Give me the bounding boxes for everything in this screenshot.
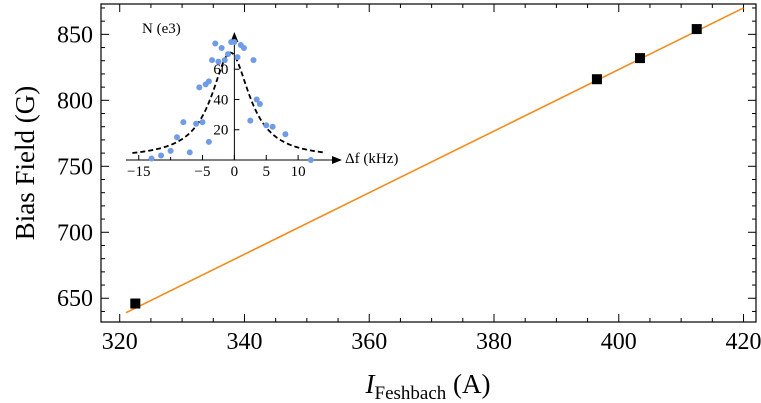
inset-data-point: [180, 119, 187, 126]
inset-y-tick-label: 40: [213, 92, 228, 108]
x-tick-label: 400: [601, 329, 637, 355]
x-tick-label: 360: [351, 329, 387, 355]
inset-data-point: [250, 57, 257, 64]
x-axis-label: IFeshbach (A): [365, 369, 491, 403]
y-axis-label: Bias Field (G): [10, 86, 40, 241]
x-axis-label-unit: (A): [446, 369, 490, 399]
inset-data-point: [225, 51, 231, 58]
y-tick-label: 700: [57, 220, 93, 246]
inset-y-axis-label: N (e3): [142, 21, 181, 37]
inset-axis-ticks: [138, 68, 299, 160]
inset-data-point: [199, 119, 206, 126]
inset-x-tick-label: 5: [263, 164, 271, 180]
inset-data-point: [269, 123, 276, 130]
inset-data-point: [218, 45, 225, 52]
inset-data-point: [205, 78, 212, 85]
inset-lorentzian-fit-curve: [132, 51, 324, 154]
y-tick-label: 750: [57, 154, 93, 180]
inset-data-point: [263, 122, 270, 129]
inset-data-point: [193, 120, 200, 127]
inset-x-tick-label: −15: [127, 164, 150, 180]
data-point-square: [691, 24, 702, 35]
inset-data-point: [212, 40, 219, 47]
data-point-square: [591, 74, 602, 85]
inset-data-point: [158, 152, 165, 159]
inset-data-point: [282, 131, 289, 138]
inset-data-point: [215, 58, 222, 65]
inset-data-point: [174, 134, 180, 141]
y-tick-label: 800: [57, 88, 93, 114]
main-plot-series: [125, 7, 744, 314]
inset-x-axis-label: Δf (kHz): [345, 151, 398, 167]
x-tick-label: 320: [102, 329, 138, 355]
inset-x-tick-label: −5: [195, 164, 211, 180]
x-axis-label-symbol: I: [365, 369, 377, 399]
x-tick-label: 380: [476, 329, 512, 355]
inset-y-tick-label: 20: [213, 123, 228, 139]
main-plot-frame: [100, 3, 757, 323]
inset-plot-series: [132, 39, 324, 163]
inset-data-point: [247, 117, 254, 124]
data-point-square: [634, 53, 645, 64]
inset-data-point: [186, 149, 193, 156]
inset-data-point: [240, 45, 247, 52]
inset-data-point: [221, 57, 228, 64]
inset-x-tick-label: 10: [291, 164, 306, 180]
inset-data-point: [167, 147, 174, 154]
y-tick-label: 650: [57, 286, 93, 312]
main-axis-ticks: [101, 4, 756, 322]
inset-data-point: [196, 84, 203, 91]
x-tick-label: 340: [226, 329, 262, 355]
inset-axes: [126, 32, 342, 164]
inset-data-point: [231, 39, 238, 45]
inset-data-point: [253, 96, 260, 103]
inset-x-axis-arrow: [332, 156, 342, 164]
x-tick-label: 420: [726, 329, 761, 355]
inset-data-point: [205, 138, 212, 145]
inset-data-point: [234, 54, 241, 61]
inset-data-point: [256, 101, 263, 108]
inset-data-point: [209, 57, 216, 64]
x-axis-label-subscript: Feshbach: [375, 383, 447, 403]
y-tick-label: 850: [57, 22, 93, 48]
inset-data-point: [148, 155, 155, 162]
inset-x-tick-label: 0: [231, 164, 239, 180]
inset-data-point: [307, 157, 314, 163]
data-point-square: [130, 298, 141, 309]
